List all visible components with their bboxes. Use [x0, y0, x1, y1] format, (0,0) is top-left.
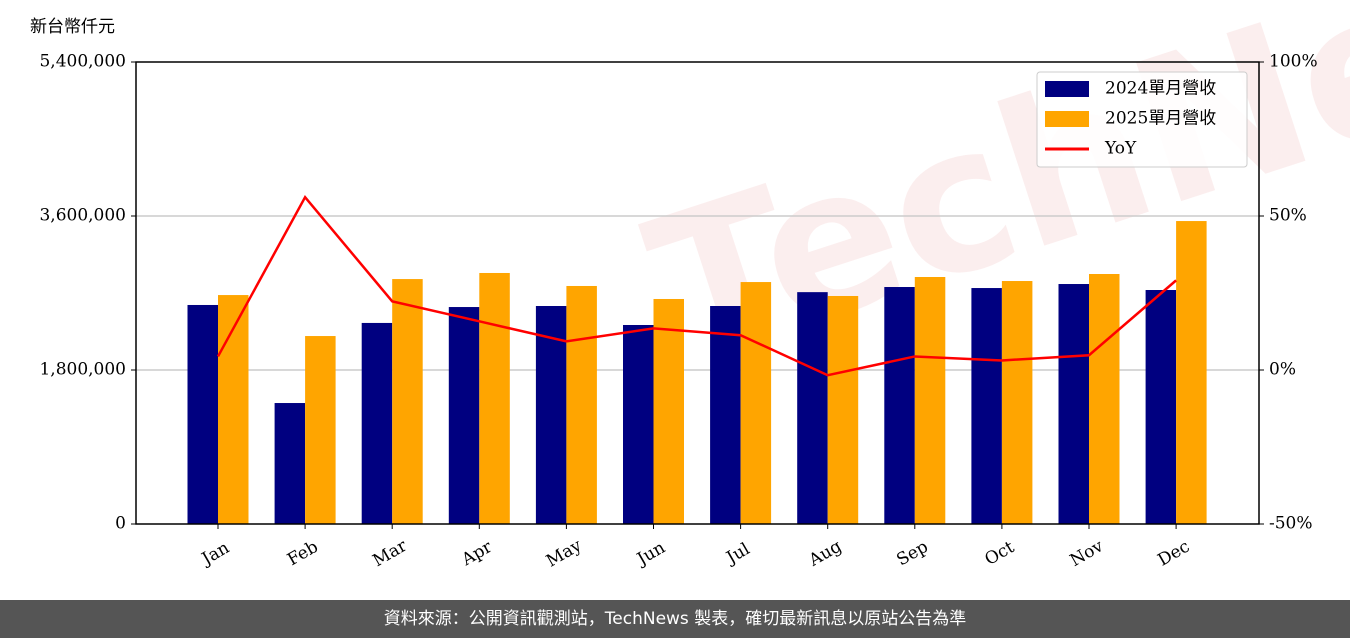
y-axis-label: 新台幣仟元: [30, 17, 115, 37]
legend-swatch: [1045, 111, 1089, 127]
bar: [740, 282, 772, 524]
bar: [305, 336, 336, 524]
bar: [361, 322, 393, 524]
legend-swatch: [1045, 81, 1089, 97]
x-tick-label: May: [543, 535, 586, 571]
x-tick-label: Aug: [805, 536, 846, 571]
bar: [653, 298, 684, 524]
x-tick-label: Mar: [370, 536, 412, 572]
y-tick-label: 5,400,000: [39, 52, 126, 72]
bar: [1145, 290, 1177, 524]
bar: [623, 324, 654, 524]
x-tick-label: Oct: [982, 537, 1018, 570]
bar: [535, 306, 567, 524]
legend-box: [1036, 71, 1248, 168]
x-tick-label: Sep: [893, 537, 931, 571]
bar: [1001, 281, 1033, 524]
bar: [566, 285, 597, 524]
y-tick-label: 0: [115, 514, 126, 534]
line: [216, 195, 1177, 377]
bar: [218, 295, 249, 524]
legend-label: 2025單月營收: [1105, 109, 1216, 129]
bar: [884, 287, 915, 524]
x-tick-label: Feb: [284, 537, 322, 570]
legend-label: 2024單月營收: [1105, 79, 1216, 99]
y2-tick-label: 0%: [1269, 360, 1296, 380]
footer: 資料來源：公開資訊觀測站，TechNews 製表，確切最新訊息以原站公告為準: [384, 609, 966, 629]
y2-tick-label: 100%: [1269, 52, 1318, 72]
bar: [827, 295, 859, 524]
x-tick-label: Nov: [1067, 536, 1107, 571]
legend-label: YoY: [1104, 139, 1137, 159]
bar: [274, 403, 306, 524]
footer-band: [0, 600, 1350, 638]
bar: [1089, 274, 1120, 524]
bar: [1176, 221, 1207, 524]
x-tick-label: Apr: [458, 537, 497, 571]
x-tick-label: Jul: [722, 539, 754, 569]
bar: [971, 288, 1002, 524]
y2-tick-label: -50%: [1269, 514, 1313, 534]
bar: [797, 292, 828, 524]
y2-tick-label: 50%: [1269, 206, 1307, 226]
bar: [1058, 284, 1089, 524]
bar: [392, 279, 423, 524]
plot-frame: [135, 61, 1260, 525]
bar: [187, 304, 218, 524]
x-tick-label: Dec: [1154, 537, 1193, 571]
bar: [479, 272, 510, 524]
x-tick-label: Jun: [632, 538, 669, 571]
x-tick-label: Jan: [197, 538, 233, 570]
y-tick-label: 3,600,000: [39, 206, 126, 226]
bar: [710, 306, 741, 524]
y-tick-label: 1,800,000: [39, 360, 126, 380]
bar: [914, 277, 946, 524]
bar: [448, 307, 480, 524]
